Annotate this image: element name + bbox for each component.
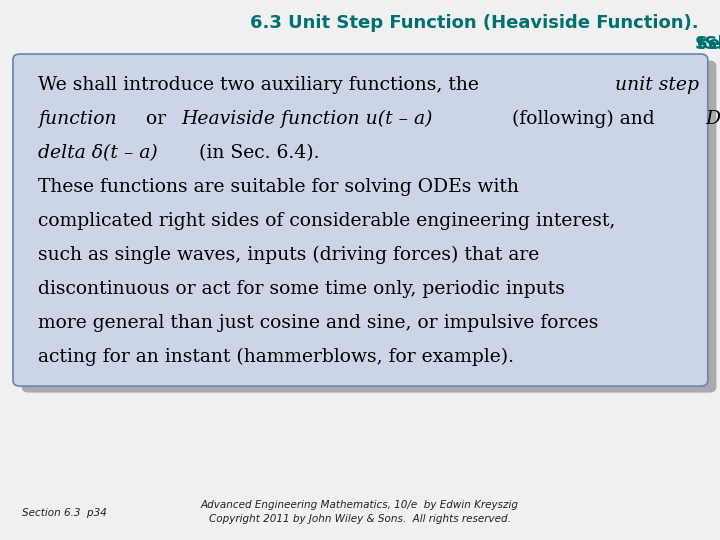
Text: or: or: [140, 110, 172, 127]
Text: These functions are suitable for solving ODEs with: These functions are suitable for solving…: [38, 178, 519, 195]
Text: unit step: unit step: [615, 76, 699, 93]
Text: Advanced Engineering Mathematics, 10/e  by Edwin Kreyszig: Advanced Engineering Mathematics, 10/e b…: [201, 500, 519, 510]
Text: t: t: [696, 35, 704, 53]
Text: delta δ(t – a): delta δ(t – a): [38, 144, 158, 161]
Text: Heaviside function u(t – a): Heaviside function u(t – a): [181, 110, 433, 128]
FancyBboxPatch shape: [22, 60, 716, 393]
Text: discontinuous or act for some time only, periodic inputs: discontinuous or act for some time only,…: [38, 280, 565, 298]
Text: Section 6.3  p34: Section 6.3 p34: [22, 508, 107, 518]
Text: (in Sec. 6.4).: (in Sec. 6.4).: [193, 144, 319, 161]
Text: Dirac’s: Dirac’s: [705, 110, 720, 127]
Text: such as single waves, inputs (driving forces) that are: such as single waves, inputs (driving fo…: [38, 246, 539, 264]
Text: Copyright 2011 by John Wiley & Sons.  All rights reserved.: Copyright 2011 by John Wiley & Sons. All…: [209, 515, 511, 524]
Text: Second Shifting Theorem (: Second Shifting Theorem (: [695, 35, 720, 53]
Text: complicated right sides of considerable engineering interest,: complicated right sides of considerable …: [38, 212, 616, 230]
FancyBboxPatch shape: [13, 54, 708, 386]
Text: -Shifting): -Shifting): [697, 35, 720, 53]
Text: acting for an instant (hammerblows, for example).: acting for an instant (hammerblows, for …: [38, 348, 514, 366]
Text: (following) and: (following) and: [505, 110, 660, 128]
Text: more general than just cosine and sine, or impulsive forces: more general than just cosine and sine, …: [38, 314, 598, 332]
Text: 6.3 Unit Step Function (Heaviside Function).: 6.3 Unit Step Function (Heaviside Functi…: [250, 14, 698, 31]
Text: We shall introduce two auxiliary functions, the: We shall introduce two auxiliary functio…: [38, 76, 485, 93]
Text: function: function: [38, 110, 117, 127]
